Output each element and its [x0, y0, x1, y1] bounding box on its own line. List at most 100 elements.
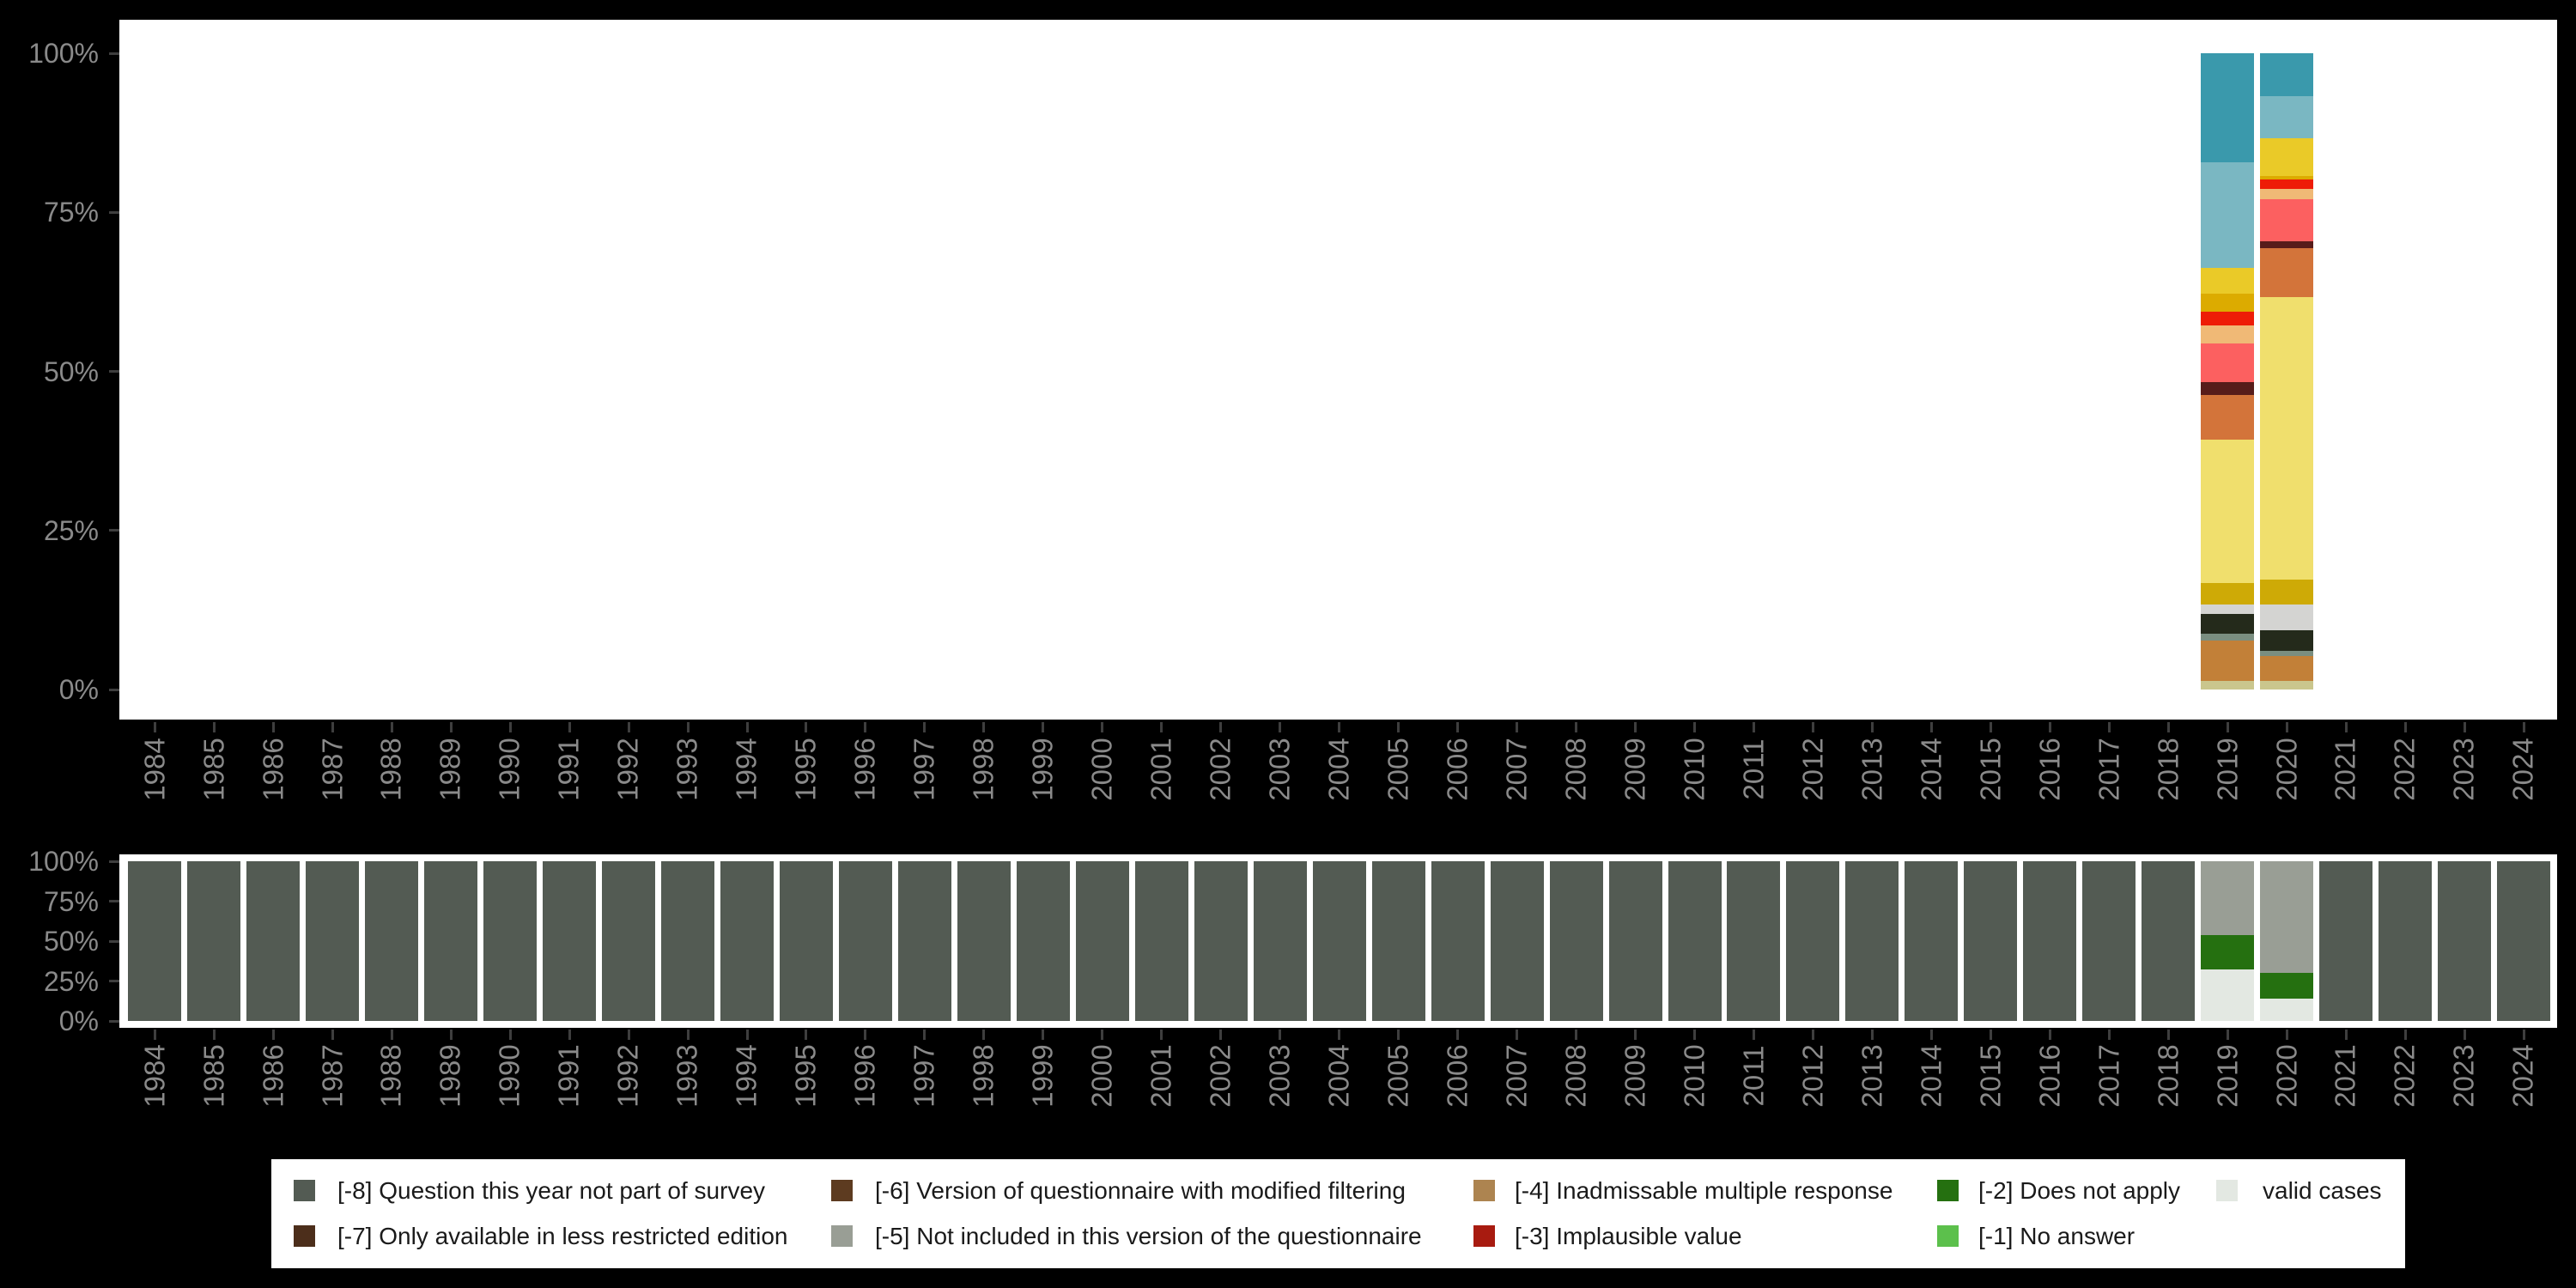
- stacked-bar-2023: [2438, 861, 2492, 1021]
- x-axis-year-label: 1987: [302, 1043, 362, 1109]
- stacked-bar-2003: [1253, 861, 1307, 1021]
- bar-segment: [2260, 53, 2314, 96]
- x-axis-year-label-text: 1993: [671, 738, 704, 801]
- stacked-bar-2019: [2201, 53, 2255, 690]
- x-axis-year-label-text: 2023: [2448, 738, 2481, 801]
- x-axis-tick-mark: [1338, 722, 1341, 732]
- x-axis-tick-mark: [864, 1030, 867, 1040]
- x-axis-year-label: 1997: [895, 737, 955, 802]
- x-axis-year-label-text: 2017: [2093, 1044, 2125, 1108]
- x-axis-year-label-text: 2019: [2211, 1044, 2244, 1108]
- x-axis-year-label: 2007: [1487, 1043, 1547, 1109]
- x-axis-year-label-text: 2014: [1915, 738, 1947, 801]
- x-axis-tick-mark: [686, 1030, 690, 1040]
- bar-segment: [2201, 325, 2255, 343]
- y-axis-tick-mark: [109, 980, 119, 982]
- x-axis-tick-mark: [1160, 722, 1163, 732]
- x-axis-tick-mark: [1219, 722, 1223, 732]
- x-axis-year-label-text: 1986: [257, 1044, 289, 1108]
- legend-label: [-6] Version of questionnaire with modif…: [875, 1177, 1406, 1204]
- x-axis-year-label-text: 2013: [1856, 1044, 1888, 1108]
- x-axis-year-label: 2010: [1665, 1043, 1725, 1109]
- x-axis-year-label: 2022: [2375, 737, 2435, 802]
- x-axis-tick-mark: [568, 1030, 571, 1040]
- x-axis-year-label: 1995: [776, 1043, 836, 1109]
- x-axis-tick-mark: [982, 1030, 986, 1040]
- stacked-bar-2007: [1490, 861, 1544, 1021]
- bar-segment: [2201, 681, 2255, 690]
- stacked-bar-2004: [1312, 861, 1366, 1021]
- x-axis-tick-mark: [1456, 1030, 1460, 1040]
- bar-segment: [2201, 382, 2255, 395]
- x-axis-year-label-text: 2023: [2448, 1044, 2481, 1108]
- stacked-bar-2013: [1845, 861, 1899, 1021]
- bar-segment: [1964, 861, 2018, 1021]
- bar-segment: [1431, 861, 1485, 1021]
- x-axis-year-label: 2012: [1783, 737, 1843, 802]
- x-axis-tick-mark: [864, 722, 867, 732]
- x-axis-year-label: 1984: [125, 737, 185, 802]
- bar-segment: [424, 861, 478, 1021]
- x-axis-year-label: 2005: [1369, 737, 1429, 802]
- x-axis-year-label-text: 2010: [1678, 1044, 1710, 1108]
- legend-swatch: [1473, 1180, 1495, 1201]
- x-axis-year-label: 1993: [658, 737, 718, 802]
- x-axis-year-label: 2019: [2197, 1043, 2257, 1109]
- y-axis-tick-label: 50%: [43, 926, 99, 957]
- bar-segment: [2201, 640, 2255, 682]
- legend-swatch: [2216, 1180, 2238, 1201]
- x-axis-year-label-text: 2015: [1974, 1044, 2007, 1108]
- x-axis-tick-mark: [2285, 722, 2288, 732]
- bar-segment: [2260, 651, 2314, 657]
- stacked-bar-2009: [1608, 861, 1662, 1021]
- x-axis-year-label-text: 2012: [1796, 1044, 1829, 1108]
- x-axis-year-label: 1999: [1013, 1043, 1073, 1109]
- y-axis-tick-mark: [109, 52, 119, 55]
- x-axis-tick-mark: [153, 1030, 156, 1040]
- x-axis-tick-mark: [1397, 722, 1400, 732]
- bar-segment: [661, 861, 715, 1021]
- x-axis-year-label-text: 2005: [1382, 1044, 1414, 1108]
- x-axis-tick-mark: [2463, 1030, 2466, 1040]
- x-axis-year-label: 1992: [598, 1043, 659, 1109]
- x-axis-year-label-text: 2008: [1559, 1044, 1592, 1108]
- bar-segment: [957, 861, 1011, 1021]
- x-axis-year-label: 2004: [1309, 737, 1370, 802]
- x-axis-year-label: 2016: [2020, 737, 2080, 802]
- x-axis-tick-mark: [271, 722, 275, 732]
- x-axis-year-label: 2000: [1072, 1043, 1133, 1109]
- legend-label: [-1] No answer: [1978, 1223, 2136, 1249]
- stacked-bar-2016: [2023, 861, 2077, 1021]
- legend-label: [-4] Inadmissable multiple response: [1515, 1177, 1893, 1204]
- bar-segment: [2201, 343, 2255, 383]
- x-axis-year-label-text: 2016: [2033, 1044, 2066, 1108]
- x-axis-year-label: 2006: [1428, 737, 1488, 802]
- x-axis-year-label: 1989: [421, 1043, 481, 1109]
- x-axis-year-label-text: 1990: [494, 738, 526, 801]
- x-axis-tick-mark: [2403, 1030, 2407, 1040]
- x-axis-tick-mark: [1456, 722, 1460, 732]
- stacked-bar-2022: [2379, 861, 2433, 1021]
- x-axis-tick-mark: [1397, 1030, 1400, 1040]
- x-axis-tick-mark: [390, 722, 393, 732]
- x-axis-year-label-text: 2024: [2507, 1044, 2540, 1108]
- bar-segment: [2260, 861, 2314, 974]
- bar-segment: [2438, 861, 2492, 1021]
- x-axis-tick-mark: [1575, 722, 1578, 732]
- x-axis-year-label: 1994: [717, 1043, 777, 1109]
- x-axis-year-label: 2017: [2079, 737, 2139, 802]
- x-axis-tick-mark: [982, 722, 986, 732]
- stacked-bar-1997: [897, 861, 951, 1021]
- bar-segment: [897, 861, 951, 1021]
- x-axis-year-label: 1999: [1013, 737, 1073, 802]
- x-axis-year-label-text: 2008: [1559, 738, 1592, 801]
- x-axis-year-label: 1994: [717, 737, 777, 802]
- x-axis-year-label-text: 2022: [2389, 738, 2421, 801]
- x-axis-year-label-text: 2003: [1263, 1044, 1296, 1108]
- bar-segment: [543, 861, 597, 1021]
- x-axis-year-label: 1996: [835, 1043, 896, 1109]
- x-axis-tick-mark: [1929, 1030, 1933, 1040]
- x-axis-year-label-text: 2014: [1915, 1044, 1947, 1108]
- top-chart-plot-area: [119, 20, 2557, 720]
- bar-segment: [2260, 95, 2314, 138]
